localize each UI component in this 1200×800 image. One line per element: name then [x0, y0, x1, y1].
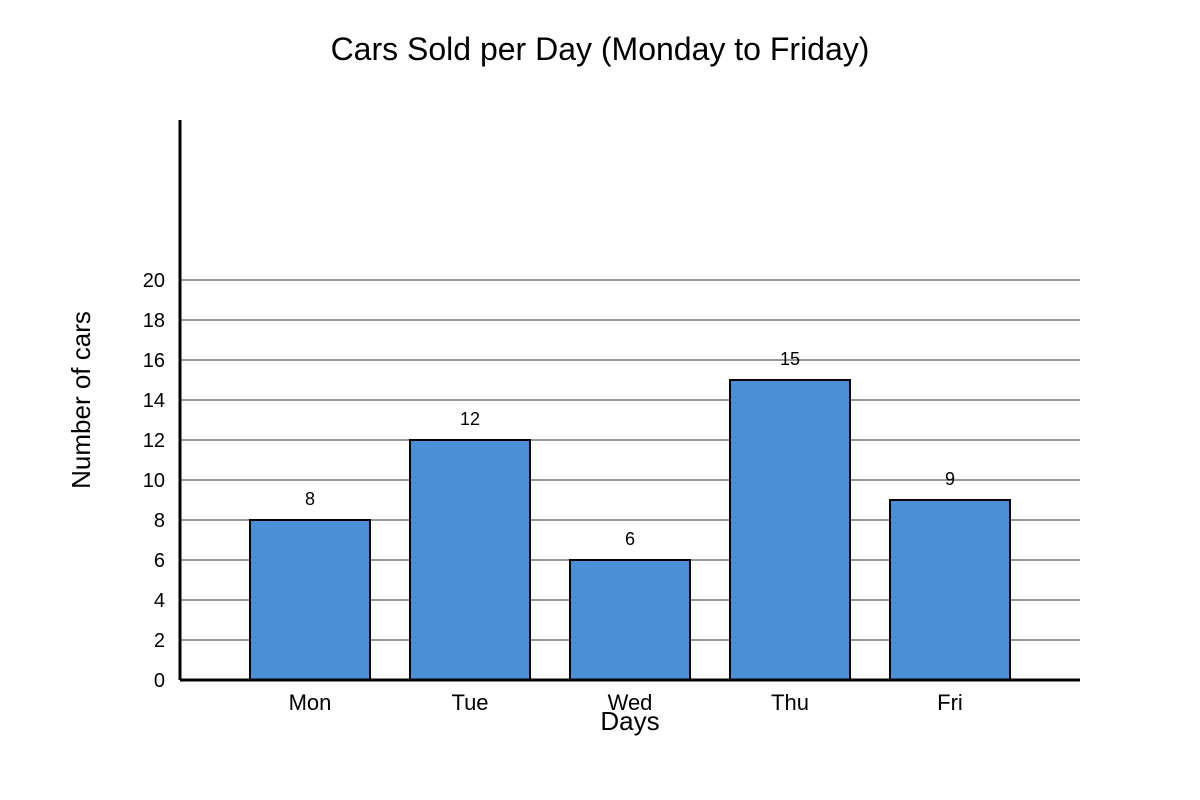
data-label: 9 — [945, 469, 955, 489]
y-tick-label: 4 — [154, 590, 165, 612]
x-tick-label: Wed — [608, 690, 653, 715]
data-label: 6 — [625, 529, 635, 549]
y-tick-label: 18 — [143, 310, 165, 332]
bar-thu — [729, 379, 851, 681]
bar-mon — [249, 519, 371, 681]
y-tick-labels: 0 2 4 6 8 10 12 14 16 18 20 — [143, 270, 165, 692]
data-labels: 8 12 6 15 9 — [305, 349, 955, 549]
bar-tue — [409, 439, 531, 681]
y-tick-label: 16 — [143, 350, 165, 372]
bar-fri — [889, 499, 1011, 681]
x-axis-label: Days — [600, 706, 659, 736]
y-tick-label: 0 — [154, 670, 165, 692]
y-tick-label: 14 — [143, 390, 165, 412]
x-tick-labels: Mon Tue Wed Thu Fri — [289, 690, 963, 715]
y-tick-label: 12 — [143, 430, 165, 452]
x-tick-label: Fri — [937, 690, 963, 715]
y-axis-label: Number of cars — [66, 311, 96, 489]
x-tick-label: Thu — [771, 690, 809, 715]
data-label: 15 — [780, 349, 800, 369]
y-tick-label: 2 — [154, 630, 165, 652]
y-tick-label: 10 — [143, 470, 165, 492]
y-tick-label: 6 — [154, 550, 165, 572]
bars — [249, 379, 1011, 681]
data-label: 8 — [305, 489, 315, 509]
chart-title: Cars Sold per Day (Monday to Friday) — [331, 31, 870, 67]
x-tick-label: Tue — [451, 690, 488, 715]
y-tick-label: 8 — [154, 510, 165, 532]
y-tick-label: 20 — [143, 270, 165, 292]
data-label: 12 — [460, 409, 480, 429]
x-tick-label: Mon — [289, 690, 332, 715]
bar-wed — [569, 559, 691, 681]
